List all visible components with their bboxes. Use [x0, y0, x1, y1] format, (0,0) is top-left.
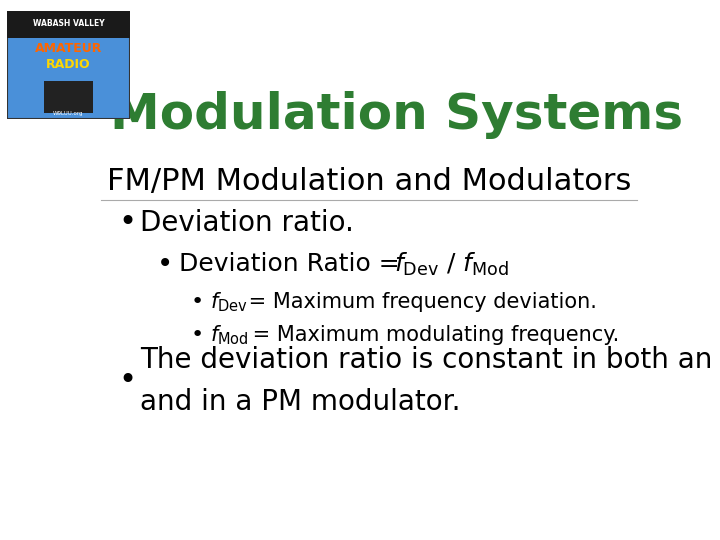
Text: = Maximum modulating frequency.: = Maximum modulating frequency. [246, 325, 619, 345]
Text: •: • [118, 366, 136, 395]
Text: $f_\mathrm{Dev}\ /\ f_\mathrm{Mod}$: $f_\mathrm{Dev}\ /\ f_\mathrm{Mod}$ [394, 251, 509, 278]
Text: •: • [157, 251, 174, 279]
Text: The deviation ratio is constant in both an FM modulator: The deviation ratio is constant in both … [140, 346, 720, 374]
FancyBboxPatch shape [44, 81, 93, 113]
Text: FM/PM Modulation and Modulators: FM/PM Modulation and Modulators [107, 167, 631, 195]
Text: AMATEUR: AMATEUR [35, 42, 102, 55]
Text: •: • [190, 325, 204, 345]
FancyBboxPatch shape [7, 11, 130, 119]
Text: •: • [118, 208, 136, 237]
Text: $f_\mathrm{Dev}$: $f_\mathrm{Dev}$ [210, 290, 248, 314]
Text: W9LUU.org: W9LUU.org [53, 111, 84, 116]
Text: Deviation ratio.: Deviation ratio. [140, 209, 354, 237]
Text: Deviation Ratio =: Deviation Ratio = [179, 252, 408, 276]
Text: RADIO: RADIO [46, 58, 91, 71]
Text: Modulation Systems: Modulation Systems [110, 91, 683, 139]
Text: WABASH VALLEY: WABASH VALLEY [32, 19, 104, 28]
Text: and in a PM modulator.: and in a PM modulator. [140, 388, 461, 416]
Text: $f_\mathrm{Mod}$: $f_\mathrm{Mod}$ [210, 323, 248, 347]
Text: = Maximum frequency deviation.: = Maximum frequency deviation. [243, 292, 597, 312]
FancyBboxPatch shape [7, 11, 130, 38]
Text: •: • [190, 292, 204, 312]
